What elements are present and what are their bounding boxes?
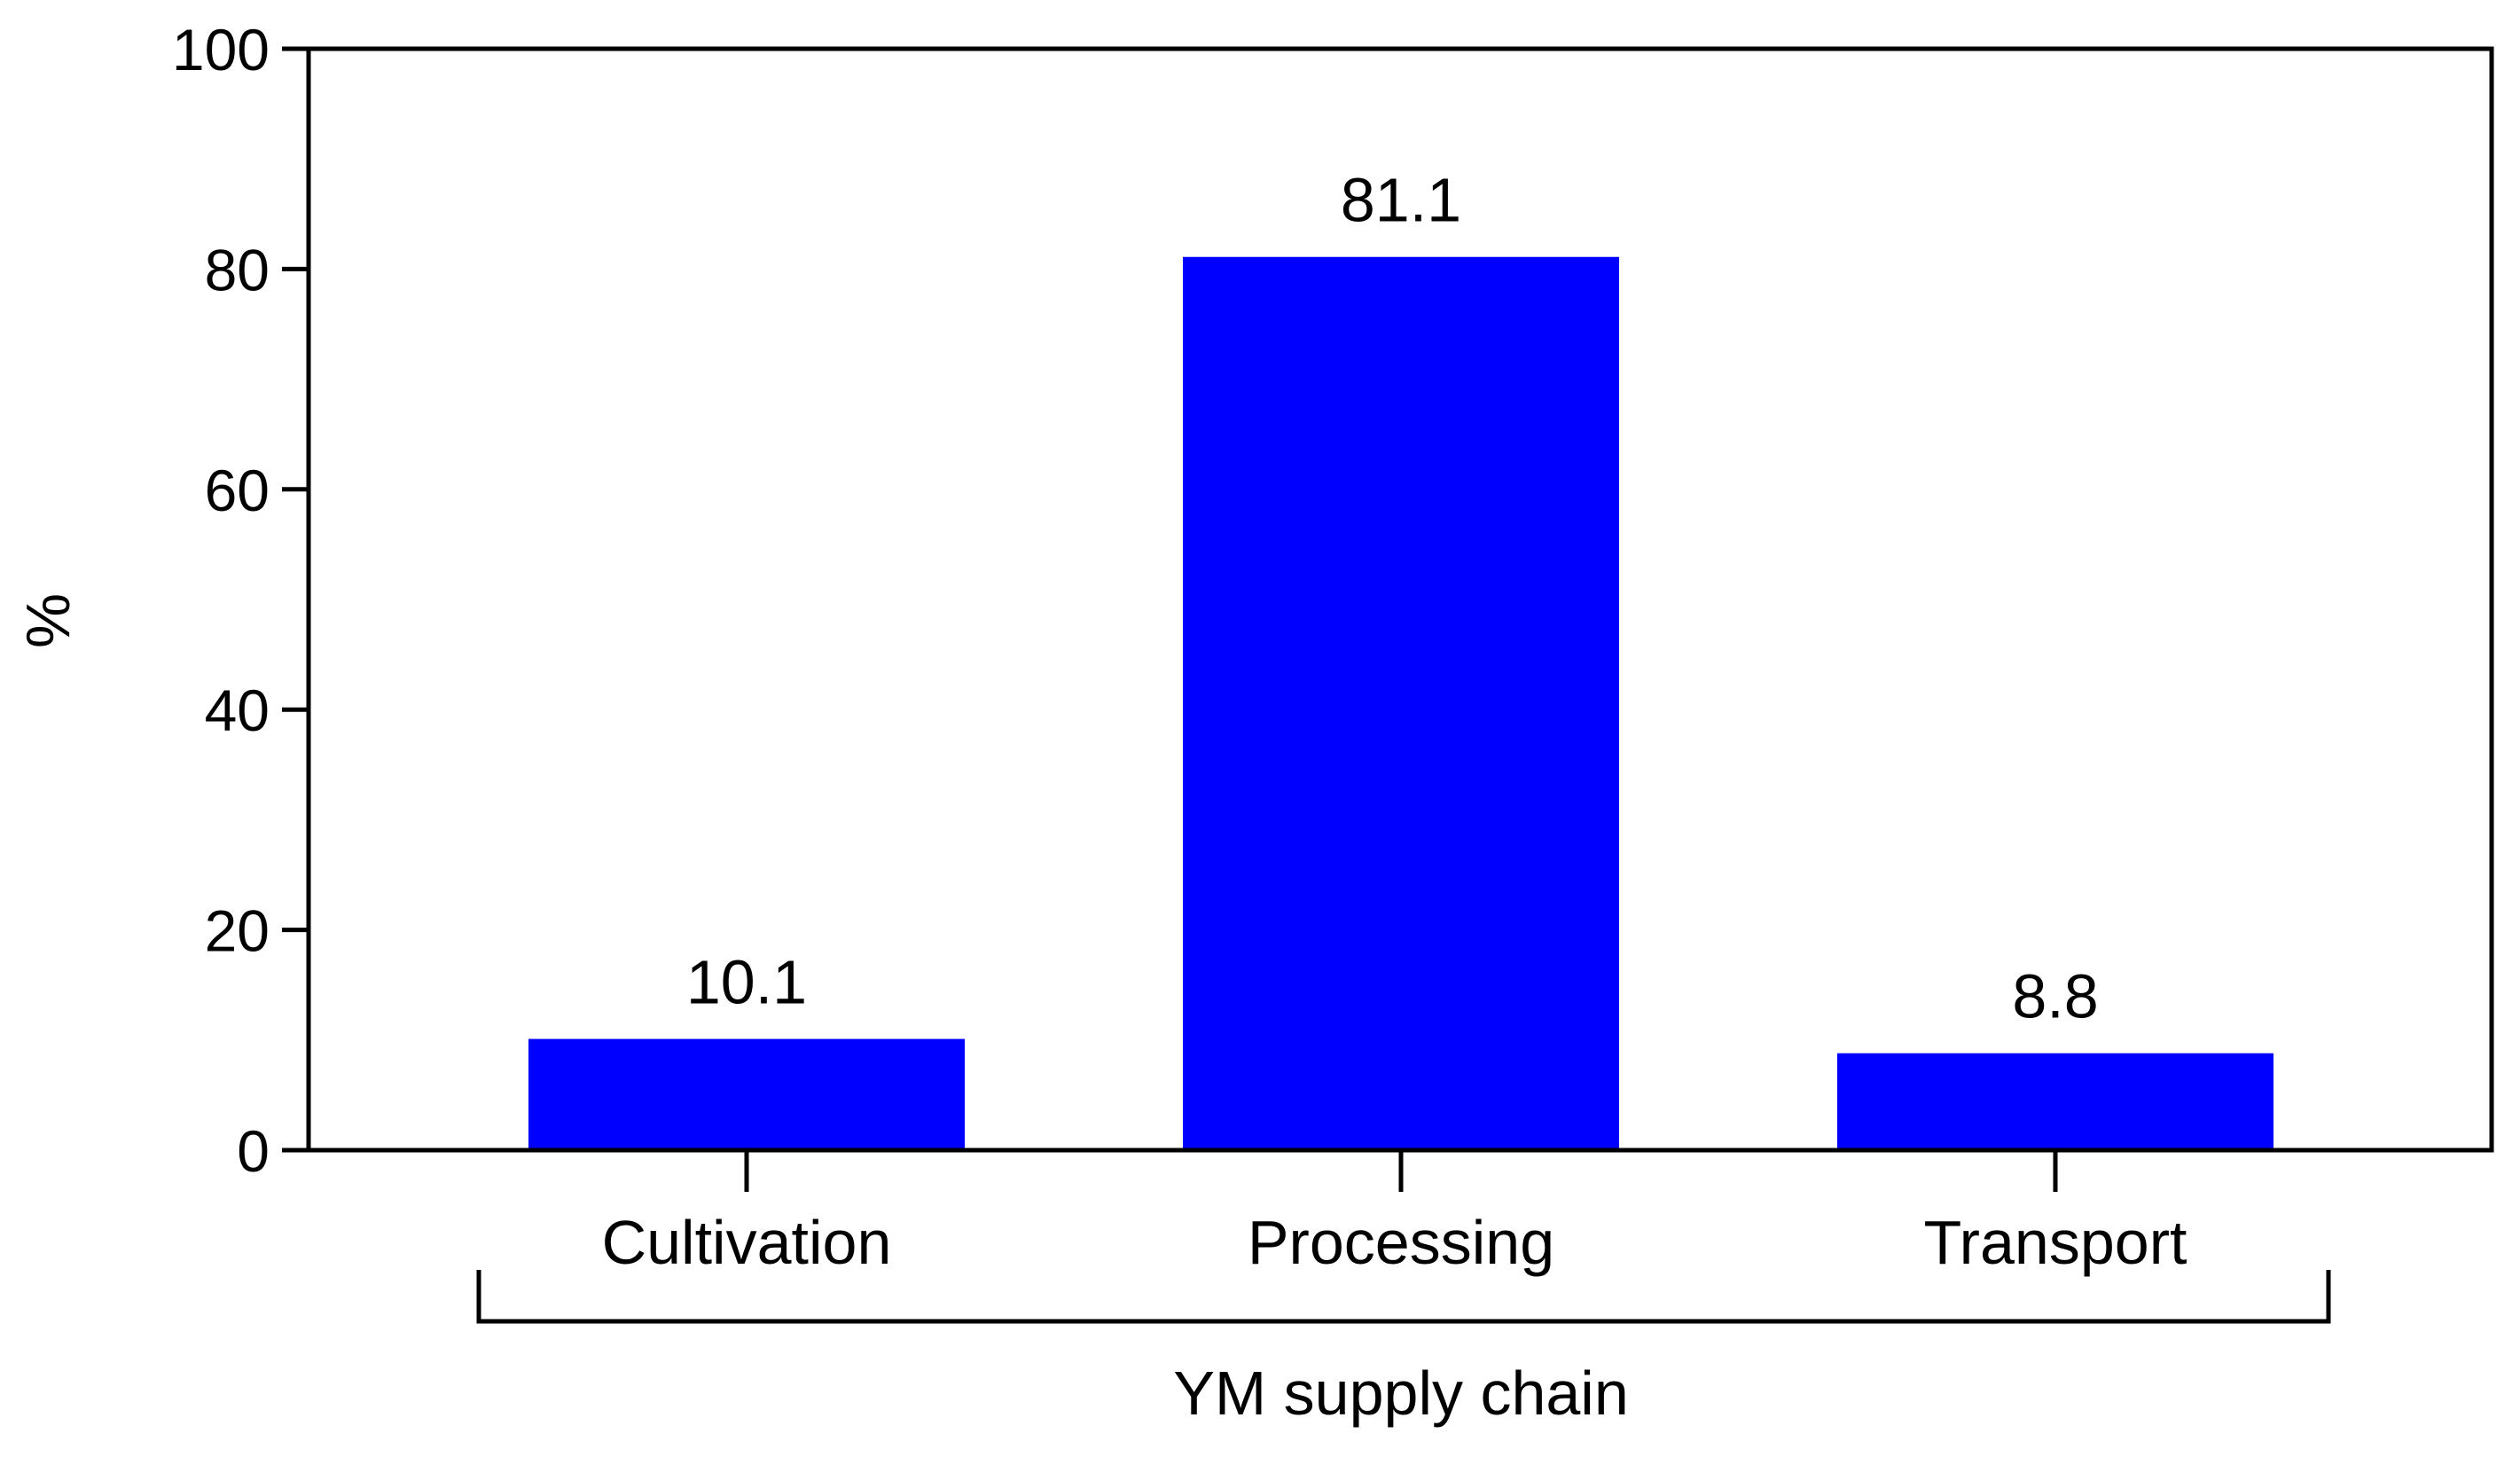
bar-processing: [1183, 256, 1619, 1150]
x-tick-label: Cultivation: [602, 1208, 892, 1277]
bar-value-label: 81.1: [1341, 166, 1461, 235]
x-axis-title: YM supply chain: [1173, 1359, 1629, 1428]
y-tick-label: 40: [205, 678, 270, 743]
y-tick-label: 0: [237, 1118, 270, 1184]
x-tick-label: Transport: [1924, 1208, 2187, 1277]
y-tick-label: 80: [205, 237, 270, 302]
bar-value-label: 8.8: [2012, 962, 2098, 1031]
y-tick-label: 100: [172, 17, 270, 82]
y-tick-label: 20: [205, 898, 270, 964]
supply-chain-bracket: [476, 1270, 2331, 1324]
bar-value-label: 10.1: [686, 948, 807, 1017]
y-tick-label: 60: [205, 458, 270, 523]
y-axis-title: %: [13, 593, 82, 648]
bar-transport: [1837, 1053, 2273, 1150]
x-tick-label: Processing: [1248, 1208, 1554, 1277]
bar-cultivation: [528, 1038, 965, 1150]
